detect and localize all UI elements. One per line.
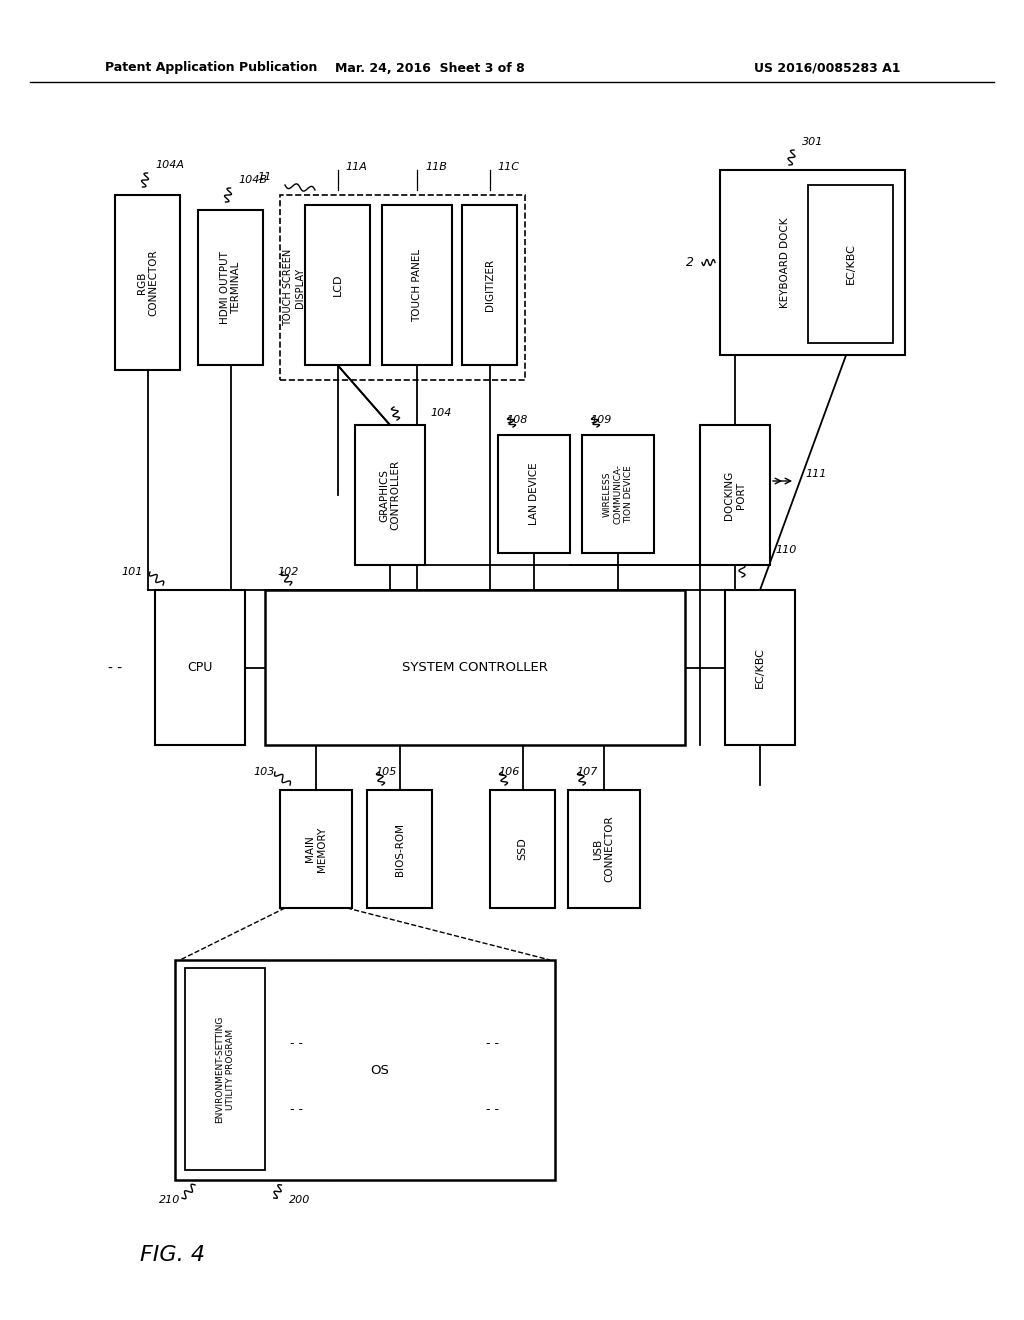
Text: RGB
CONNECTOR: RGB CONNECTOR [136,249,159,315]
Text: - -: - - [108,660,122,675]
Text: - -: - - [291,1104,303,1117]
Text: 104: 104 [430,408,452,418]
Text: DIGITIZER: DIGITIZER [484,259,495,312]
Text: TOUCH SCREEN
DISPLAY: TOUCH SCREEN DISPLAY [284,249,305,326]
Text: 104A: 104A [156,160,184,170]
Text: DOCKING
PORT: DOCKING PORT [724,470,745,520]
Text: 103: 103 [254,767,275,777]
Bar [280,789,352,908]
Bar [720,170,905,355]
Bar [808,185,893,343]
Bar [265,590,685,744]
Text: 102: 102 [278,568,298,577]
Bar [700,425,770,565]
Text: ENVIRONMENT-SETTING
UTILITY PROGRAM: ENVIRONMENT-SETTING UTILITY PROGRAM [215,1015,234,1123]
Bar [115,195,180,370]
Bar [490,789,555,908]
Text: - -: - - [486,1038,499,1051]
Text: OS: OS [371,1064,389,1077]
Text: 104B: 104B [239,176,267,185]
Text: TOUCH PANEL: TOUCH PANEL [412,248,422,322]
Text: HDMI OUTPUT
TERMINAL: HDMI OUTPUT TERMINAL [220,251,242,323]
Bar [582,436,654,553]
Text: US 2016/0085283 A1: US 2016/0085283 A1 [754,62,900,74]
Text: 11B: 11B [425,162,446,172]
Text: GRAPHICS
CONTROLLER: GRAPHICS CONTROLLER [379,459,400,531]
Text: WIRELESS
COMMUNICA-
TION DEVICE: WIRELESS COMMUNICA- TION DEVICE [603,465,633,524]
Bar [280,195,525,380]
Text: 11A: 11A [345,162,368,172]
Bar [462,205,517,366]
Text: 101: 101 [122,568,143,577]
Text: MAIN
MEMORY: MAIN MEMORY [305,826,327,871]
Bar [498,436,570,553]
Bar [568,789,640,908]
Text: 210: 210 [159,1195,180,1205]
Text: FIG. 4: FIG. 4 [140,1245,205,1265]
Text: - -: - - [291,1038,303,1051]
Text: 11C: 11C [498,162,519,172]
Text: LCD: LCD [333,273,342,296]
Text: 111: 111 [805,469,826,479]
Text: USB
CONNECTOR: USB CONNECTOR [593,816,614,882]
Text: Patent Application Publication: Patent Application Publication [105,62,317,74]
Text: 2: 2 [686,256,694,269]
Text: 11: 11 [258,172,272,182]
Text: Mar. 24, 2016  Sheet 3 of 8: Mar. 24, 2016 Sheet 3 of 8 [335,62,525,74]
Text: 105: 105 [375,767,396,777]
Text: - -: - - [486,1104,499,1117]
Text: LAN DEVICE: LAN DEVICE [529,463,539,525]
Text: 108: 108 [506,414,527,425]
Text: 301: 301 [802,137,823,147]
Text: BIOS-ROM: BIOS-ROM [394,822,404,875]
Bar [367,789,432,908]
Text: 106: 106 [498,767,519,777]
Text: EC/KBC: EC/KBC [755,647,765,688]
Text: 110: 110 [775,545,797,554]
Text: SSD: SSD [517,838,527,861]
Bar [382,205,452,366]
Bar [185,968,265,1170]
Bar [175,960,555,1180]
Text: EC/KBC: EC/KBC [846,244,855,284]
Text: 107: 107 [575,767,597,777]
Text: SYSTEM CONTROLLER: SYSTEM CONTROLLER [402,661,548,675]
Text: KEYBOARD DOCK: KEYBOARD DOCK [779,218,790,308]
Bar [155,590,245,744]
Bar [198,210,263,366]
Text: 200: 200 [289,1195,310,1205]
Text: 109: 109 [590,414,611,425]
Bar [725,590,795,744]
Text: CPU: CPU [187,661,213,675]
Bar [355,425,425,565]
Bar [305,205,370,366]
